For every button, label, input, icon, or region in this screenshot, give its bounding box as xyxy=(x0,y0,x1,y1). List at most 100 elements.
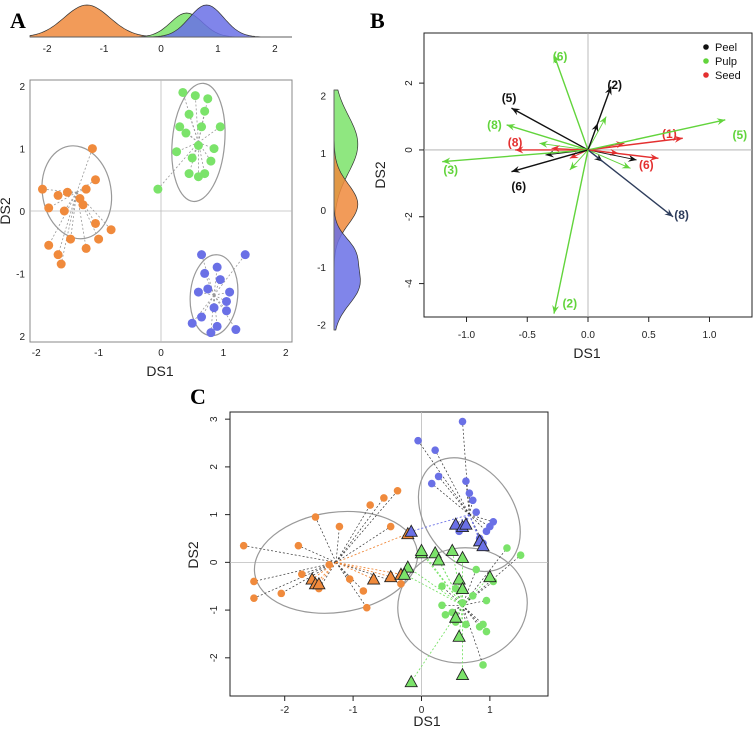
panel-b-arrow xyxy=(511,149,589,173)
panel-b-arrow-label: (1) xyxy=(662,127,677,141)
panel-c-triangle-green xyxy=(483,569,497,583)
panel-b-arrow xyxy=(511,107,589,151)
panel-a-x-label: DS1 xyxy=(146,363,173,379)
panel-c-plot-area: -2 -1 0 1 3 2 1 0 -1 -2 xyxy=(209,412,548,716)
panel-a-point-blue xyxy=(240,250,250,260)
panel-c-point-blue xyxy=(434,472,443,481)
panel-b-minor-arrow xyxy=(587,116,607,151)
panel-c-point-green xyxy=(438,582,446,591)
panel-a-spoke xyxy=(213,254,246,296)
panel-c-point-blue xyxy=(472,508,480,517)
panel-a-x-tick: 2 xyxy=(283,348,289,359)
panel-a-spoke xyxy=(198,126,221,143)
panel-c-point-orange xyxy=(294,541,303,550)
panel-c-spoke-triangle xyxy=(410,605,463,682)
panel-a-top-density-tick: 1 xyxy=(215,44,221,55)
panel-c-triangle-green xyxy=(455,581,470,595)
panel-a-x-tick: 1 xyxy=(221,348,227,359)
panel-a-point-green xyxy=(193,172,203,182)
panel-a-point-blue xyxy=(212,321,222,331)
panel-c-point-blue xyxy=(489,517,498,526)
panel-a-point-orange xyxy=(81,184,91,194)
panel-label-b: B xyxy=(370,8,385,33)
panel-a-point-blue xyxy=(212,262,222,272)
panel-b-arrow xyxy=(442,149,589,163)
panel-a-top-density-tick: 0 xyxy=(158,44,164,55)
panel-a-ellipse-green xyxy=(171,82,226,203)
panel-c-point-orange xyxy=(386,522,395,531)
panel-c-triangle-green xyxy=(452,572,466,585)
panel-b-x-tick: -0.5 xyxy=(519,330,537,341)
panel-a-point-blue xyxy=(206,328,216,338)
panel-c-point-green xyxy=(479,661,487,669)
panel-a-y-tick: 1 xyxy=(19,145,25,156)
panel-a-spoke xyxy=(57,192,78,255)
panel-b-minor-arrow-head xyxy=(627,154,637,162)
panel-c-point-orange xyxy=(345,575,354,583)
panel-c-spoke xyxy=(469,511,477,515)
panel-b-y-tick: 0 xyxy=(404,147,415,153)
panel-a-point-green xyxy=(193,141,203,150)
panel-c-y-tick: -2 xyxy=(209,653,220,662)
panel-a-point-green xyxy=(200,106,210,116)
panel-b-arrow-head xyxy=(553,54,561,64)
panel-c-y-tick: 3 xyxy=(209,416,220,422)
panel-c-spoke xyxy=(298,545,337,563)
panel-c-y-tick: 0 xyxy=(209,559,220,565)
panel-c: -2 -1 0 1 3 2 1 0 -1 -2 DS1 DS2 xyxy=(185,411,549,729)
panel-c-spoke xyxy=(335,562,368,608)
panel-c-point-green xyxy=(468,591,477,600)
panel-c-point-orange xyxy=(250,577,258,586)
panel-b-legend-label: Peel xyxy=(715,42,737,54)
panel-c-point-green xyxy=(516,551,525,559)
panel-c-point-orange xyxy=(393,486,402,495)
panel-c-x-tick: -2 xyxy=(280,705,289,716)
panel-c-spoke xyxy=(462,600,487,606)
panel-b-arrow-head xyxy=(716,118,726,126)
panel-a-point-orange xyxy=(59,206,69,216)
panel-a-point-orange xyxy=(53,190,63,200)
panel-c-spoke-triangle xyxy=(335,561,402,575)
panel-c-spoke xyxy=(431,483,470,515)
panel-c-ellipse-blue xyxy=(417,457,521,573)
panel-c-spoke-triangle xyxy=(335,533,408,563)
panel-a-side-density-tick: 1 xyxy=(320,149,326,160)
panel-a-y-tick: 2 xyxy=(19,332,25,343)
panel-a-y-tick: 2 xyxy=(19,82,25,93)
panel-b-arrow-label: (8) xyxy=(508,135,523,149)
panel-a-spoke xyxy=(198,98,209,143)
panel-a-x-tick: -1 xyxy=(94,348,103,359)
panel-c-point-green xyxy=(482,596,491,605)
panel-c-triangle-orange xyxy=(366,572,381,585)
panel-c-spoke xyxy=(469,514,494,523)
panel-c-point-green xyxy=(441,611,450,619)
panel-c-spoke xyxy=(434,450,470,515)
panel-c-point-orange xyxy=(239,541,248,550)
panel-b-arrow xyxy=(506,124,589,151)
panel-a-point-orange xyxy=(53,250,63,260)
panel-a-point-orange xyxy=(91,175,100,185)
panel-c-point-orange xyxy=(277,589,286,598)
panel-a-point-green xyxy=(184,169,194,179)
panel-c-point-orange xyxy=(335,522,344,531)
panel-b-arrow-head xyxy=(604,86,612,96)
panel-b-minor-arrow-head xyxy=(621,161,631,169)
panel-b-legend-marker xyxy=(703,44,709,50)
panel-c-y-tick: -1 xyxy=(209,605,220,614)
panel-c-spoke-triangle xyxy=(451,550,463,606)
panel-c-point-blue xyxy=(462,477,470,486)
panel-b-arrow-label: (5) xyxy=(502,91,517,105)
panel-a-point-orange xyxy=(78,200,88,210)
panel-c-spoke xyxy=(462,605,484,666)
panel-c-point-blue xyxy=(427,479,436,488)
panel-a-y-tick: -1 xyxy=(16,269,25,280)
panel-b-arrow xyxy=(553,54,589,151)
panel-c-point-green xyxy=(503,544,511,552)
panel-b-arrow-head xyxy=(442,157,451,165)
panel-c-point-orange xyxy=(359,587,368,595)
panel-c-spoke xyxy=(335,526,391,563)
panel-a-side-density-tick: 0 xyxy=(320,206,326,217)
panel-a-point-blue xyxy=(200,268,210,278)
panel-c-point-blue xyxy=(465,489,474,497)
